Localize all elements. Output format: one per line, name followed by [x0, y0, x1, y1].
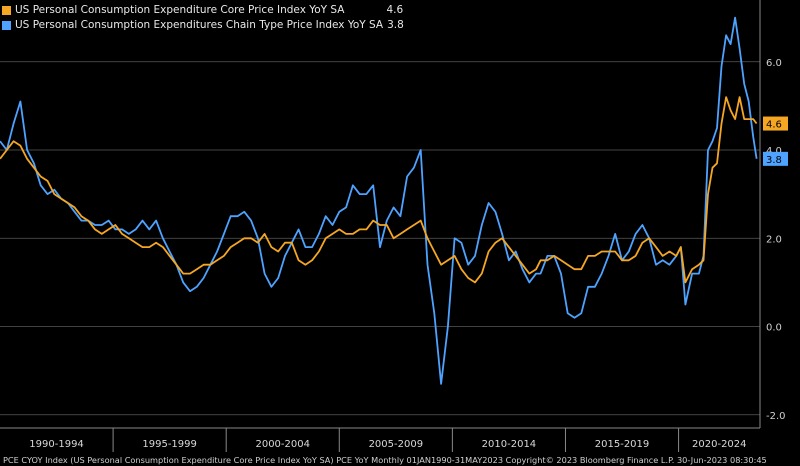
x-period-label: 2010-2014: [482, 439, 537, 450]
legend-item-headline-pce: US Personal Consumption Expenditures Cha…: [2, 18, 404, 33]
x-period-label: 2015-2019: [595, 439, 650, 450]
legend-value-headline-pce: 3.8: [387, 19, 404, 31]
last-value-text-core-pce: 4.6: [766, 120, 782, 131]
x-period-label: 1995-1999: [142, 439, 197, 450]
gridlines: [0, 61, 760, 416]
x-period-label: 2000-2004: [255, 439, 310, 450]
legend-label-core-pce: US Personal Consumption Expenditure Core…: [15, 4, 345, 16]
x-period-label: 1990-1994: [29, 439, 84, 450]
x-period-label: 2005-2009: [369, 439, 424, 450]
last-value-tag-core-pce: [763, 116, 788, 131]
axes: -2.0 0.0 2.0 4.0 6.0 1990-1994 1995-1999 2000-2…: [0, 0, 786, 452]
last-value-tag-headline-pce: [763, 151, 788, 166]
series-line-headline-pce: [0, 16, 758, 385]
legend-swatch-headline-pce: [2, 21, 11, 30]
legend-label-headline-pce: US Personal Consumption Expenditures Cha…: [15, 19, 384, 31]
last-value-labels: 4.6 3.8: [763, 116, 788, 166]
legend: US Personal Consumption Expenditure Core…: [2, 3, 404, 33]
series-line-core-pce: [0, 96, 758, 284]
y-tick-label: -2.0: [766, 411, 786, 422]
series-lines: [0, 16, 758, 385]
y-tick-label: 2.0: [766, 234, 782, 245]
y-tick-label: 4.0: [766, 146, 782, 157]
chart-footer: PCE CYOY Index (US Personal Consumption …: [3, 455, 767, 465]
legend-value-core-pce: 4.6: [386, 4, 404, 16]
x-period-label: 2020-2024: [692, 439, 747, 450]
legend-item-core-pce: US Personal Consumption Expenditure Core…: [2, 3, 404, 18]
y-tick-label: 6.0: [766, 58, 782, 69]
legend-swatch-core-pce: [2, 6, 11, 15]
y-tick-label: 0.0: [766, 323, 782, 334]
last-value-text-headline-pce: 3.8: [766, 155, 782, 166]
